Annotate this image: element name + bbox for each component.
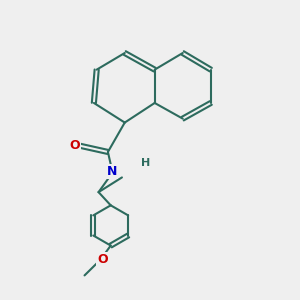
Text: H: H [141, 158, 150, 168]
Text: N: N [107, 165, 117, 178]
Text: O: O [98, 253, 108, 266]
Text: O: O [69, 139, 80, 152]
